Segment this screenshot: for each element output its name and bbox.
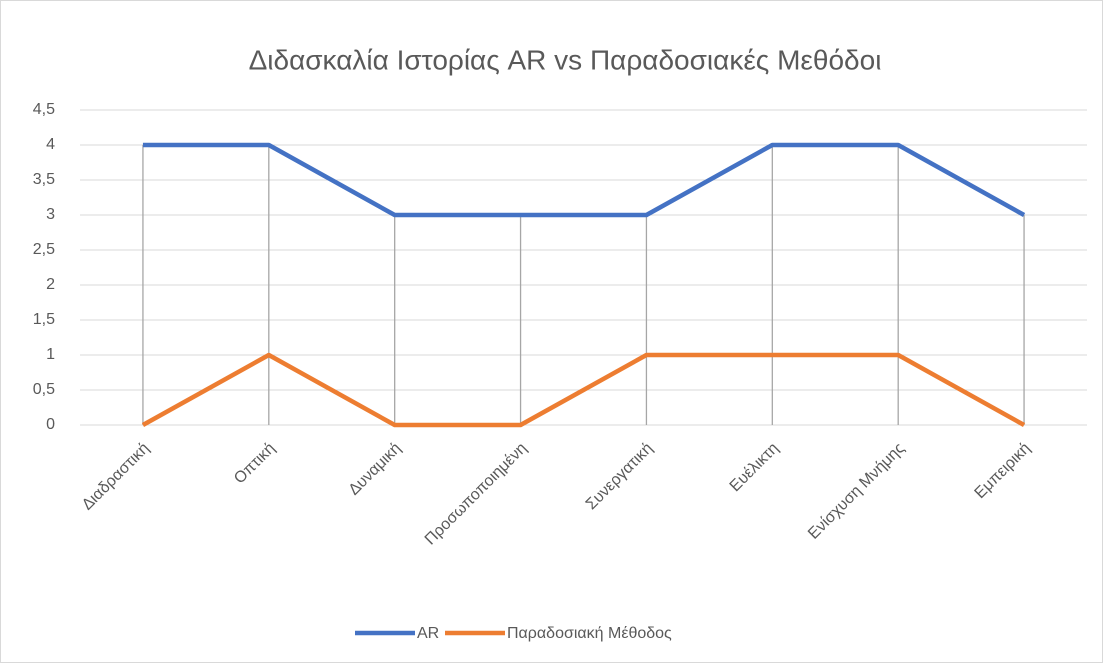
y-tick-label: 1 <box>46 346 55 363</box>
chart-title: Διδασκαλία Ιστορίας AR vs Παραδοσιακές Μ… <box>249 44 882 75</box>
y-tick-label: 2,5 <box>33 241 55 258</box>
series-line <box>142 142 1026 218</box>
series-line <box>141 352 1026 428</box>
y-tick-label: 4 <box>46 136 55 153</box>
y-tick-label: 1,5 <box>33 311 55 328</box>
legend-label: AR <box>417 625 439 642</box>
y-tick-label: 4,5 <box>33 101 55 118</box>
y-tick-label: 3 <box>46 206 55 223</box>
legend-label: Παραδοσιακή Μέθοδος <box>507 625 672 642</box>
y-tick-label: 0 <box>46 416 55 433</box>
y-tick-label: 3,5 <box>33 171 55 188</box>
y-tick-label: 0,5 <box>33 381 55 398</box>
y-tick-label: 2 <box>46 276 55 293</box>
